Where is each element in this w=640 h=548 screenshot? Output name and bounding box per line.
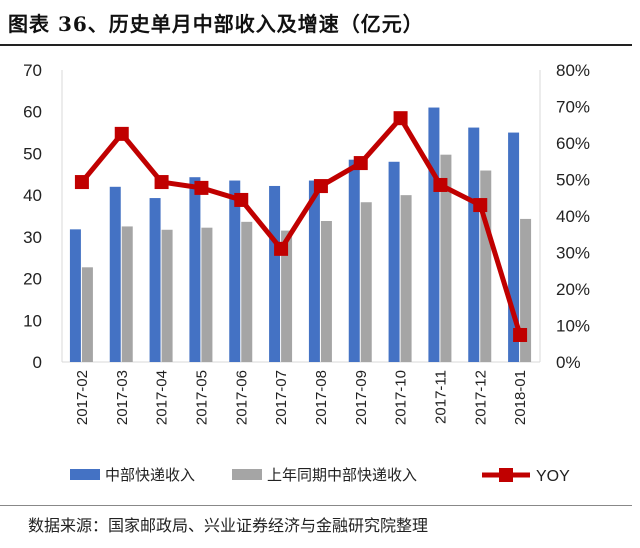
left-tick-label: 30 (23, 228, 42, 247)
bar-prior-year (520, 218, 532, 362)
yoy-marker (433, 177, 448, 192)
right-tick-label: 30% (556, 244, 590, 263)
x-tick-label: 2017-02 (74, 370, 91, 425)
yoy-marker (74, 175, 89, 190)
yoy-marker (513, 327, 528, 342)
bar-current (229, 180, 241, 362)
x-tick-label: 2017-12 (472, 370, 489, 425)
legend-swatch-yoy-marker (499, 468, 513, 482)
x-tick-label: 2017-05 (193, 370, 210, 425)
right-tick-label: 40% (556, 207, 590, 226)
x-tick-label: 2017-03 (114, 370, 131, 425)
bar-prior-year (201, 227, 213, 362)
left-tick-label: 20 (23, 270, 42, 289)
bar-current (428, 107, 440, 363)
bar-current (149, 198, 161, 362)
bar-prior-year (161, 229, 173, 362)
x-tick-label: 2017-06 (233, 370, 250, 425)
left-tick-label: 10 (23, 311, 42, 330)
bar-prior-year (440, 154, 452, 362)
bar-current (348, 159, 360, 362)
bar-current (468, 127, 480, 363)
yoy-marker (194, 180, 209, 195)
right-tick-label: 20% (556, 280, 590, 299)
bar-current (189, 177, 201, 362)
left-tick-label: 70 (23, 61, 42, 80)
x-tick-label: 2017-07 (273, 370, 290, 425)
bar-prior-year (320, 221, 332, 362)
left-tick-label: 0 (33, 353, 42, 372)
yoy-marker (114, 126, 129, 141)
title-rule (0, 44, 632, 46)
bar-current (508, 132, 520, 362)
bar-prior-year (281, 230, 293, 362)
x-tick-label: 2018-01 (512, 370, 529, 425)
x-tick-label: 2017-08 (313, 370, 330, 425)
yoy-marker (154, 175, 169, 190)
bar-prior-year (121, 226, 133, 362)
yoy-marker (353, 156, 368, 171)
legend-label-prior-year: 上年同期中部快递收入 (267, 467, 417, 484)
yoy-marker (313, 179, 328, 194)
right-tick-label: 70% (556, 98, 590, 117)
right-tick-label: 80% (556, 61, 590, 80)
yoy-marker (473, 198, 488, 213)
legend-label-yoy: YOY (536, 468, 570, 485)
right-tick-label: 60% (556, 134, 590, 153)
legend-swatch-prior-year (232, 469, 262, 480)
right-tick-label: 0% (556, 353, 581, 372)
bar-current (69, 229, 81, 362)
bar-prior-year (81, 267, 93, 362)
yoy-marker (393, 111, 408, 126)
bar-prior-year (241, 221, 253, 362)
bar-current (269, 185, 281, 362)
bar-current (109, 186, 121, 362)
bar-current (388, 161, 400, 362)
chart-title: 图表 36、历史单月中部收入及增速（亿元） (8, 12, 424, 36)
left-tick-label: 40 (23, 186, 42, 205)
x-tick-label: 2017-10 (393, 370, 410, 425)
legend-label-current: 中部快递收入 (105, 467, 195, 484)
x-tick-label: 2017-09 (353, 370, 370, 425)
bar-prior-year (360, 202, 372, 362)
source-rule (0, 505, 632, 506)
bar-prior-year (400, 195, 412, 362)
yoy-line (79, 115, 523, 336)
x-tick-label: 2017-04 (154, 370, 171, 425)
left-tick-label: 60 (23, 103, 42, 122)
yoy-marker (234, 192, 249, 207)
yoy-marker (274, 241, 289, 256)
source-note: 数据来源：国家邮政局、兴业证券经济与金融研究院整理 (28, 516, 429, 535)
legend-swatch-current (70, 469, 100, 480)
bar-prior-year (480, 170, 492, 362)
bar-current (308, 180, 320, 362)
right-tick-label: 10% (556, 317, 590, 336)
right-tick-label: 50% (556, 171, 590, 190)
x-tick-label: 2017-11 (432, 370, 449, 424)
left-tick-label: 50 (23, 144, 42, 163)
